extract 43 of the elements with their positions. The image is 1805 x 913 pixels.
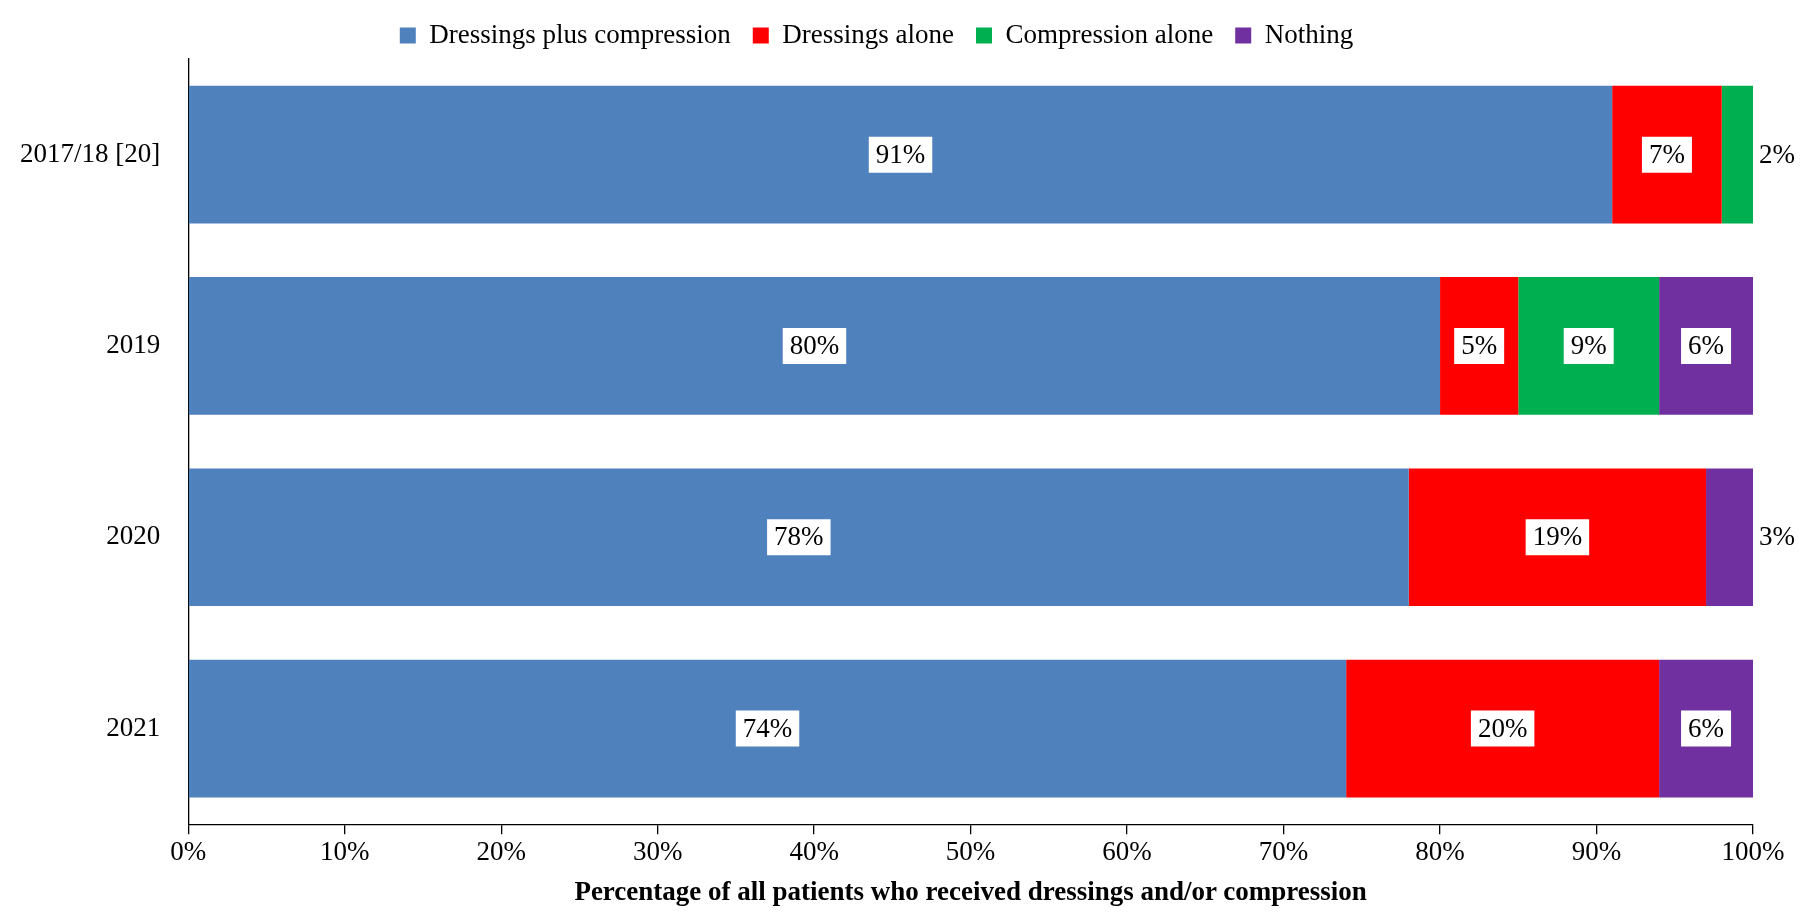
- bar: [188, 468, 1409, 607]
- data-label: 80%: [789, 330, 840, 361]
- data-label: 5%: [1461, 330, 1498, 361]
- x-tick-label: 60%: [1102, 836, 1152, 867]
- legend-label: Compression alone: [1005, 18, 1214, 49]
- x-tick-label: 40%: [789, 836, 839, 867]
- x-tick-label: 30%: [632, 836, 683, 867]
- x-tick-label: 0%: [170, 836, 207, 867]
- bar: [188, 85, 1613, 224]
- x-tick-label: 70%: [1258, 836, 1309, 867]
- bar: [1408, 468, 1707, 607]
- x-axis-title: Percentage of all patients who received dressings and/or compression: [574, 875, 1367, 906]
- bar: [1518, 277, 1660, 415]
- data-label: 6%: [1688, 330, 1725, 361]
- legend-label: Nothing: [1264, 18, 1354, 49]
- bar: [188, 659, 1347, 798]
- data-label: 78%: [774, 521, 824, 552]
- x-tick-label: 80%: [1415, 836, 1465, 867]
- data-label: 19%: [1532, 521, 1583, 552]
- data-label: 9%: [1570, 330, 1607, 361]
- bar: [1346, 659, 1660, 798]
- x-tick-label: 100%: [1721, 836, 1785, 867]
- bar: [1612, 85, 1722, 224]
- data-label: 7%: [1648, 138, 1685, 169]
- data-label: 20%: [1477, 712, 1528, 743]
- legend-label: Dressings alone: [782, 18, 954, 49]
- legend-label: Dressings plus compression: [429, 18, 732, 49]
- y-tick-label: 2017/18 [20]: [20, 137, 161, 168]
- bar: [188, 277, 1441, 415]
- x-tick-label: 10%: [319, 836, 370, 867]
- x-tick-label: 20%: [476, 836, 526, 867]
- data-label: 3%: [1759, 521, 1795, 552]
- data-label: 2%: [1759, 138, 1795, 169]
- y-tick-label: 2021: [106, 711, 161, 742]
- data-label: 91%: [875, 138, 926, 169]
- bar: [1721, 85, 1753, 224]
- y-tick-label: 2019: [106, 329, 161, 360]
- data-label: 6%: [1688, 712, 1725, 743]
- x-tick-label: 50%: [945, 836, 996, 867]
- y-tick-label: 2020: [106, 520, 161, 551]
- bar: [1706, 468, 1753, 607]
- data-label: 74%: [742, 712, 793, 743]
- x-tick-label: 90%: [1571, 836, 1622, 867]
